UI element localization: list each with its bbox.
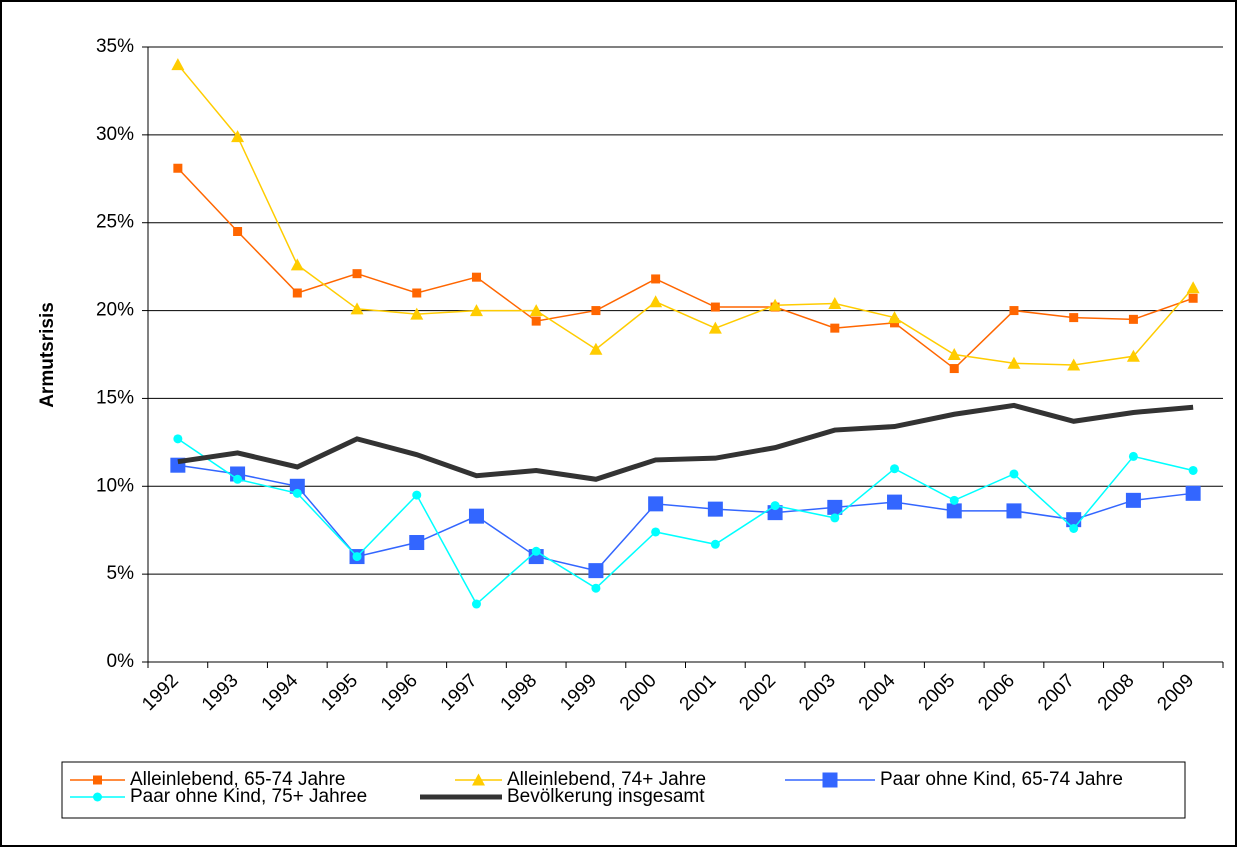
legend-marker [93,775,102,785]
legend-box [61,761,1186,819]
marker [531,316,541,326]
y-tick-label: 5% [107,563,135,584]
marker [410,307,424,320]
marker [352,552,362,562]
y-tick-label: 35% [96,36,134,57]
marker [233,474,243,484]
marker [887,494,903,510]
marker [173,434,183,444]
marker [468,508,484,524]
legend-label: Alleinlebend, 65-74 Jahre [130,769,346,790]
marker [827,499,843,515]
marker [710,302,720,312]
marker [1185,485,1201,501]
marker [289,478,305,494]
marker [529,304,543,317]
y-tick-label: 15% [96,387,134,408]
series-line [177,464,1194,572]
y-tick-label: 30% [96,124,134,145]
legend-marker [822,772,838,788]
marker [292,488,302,498]
legend-marker [93,792,102,802]
series-line [177,64,1194,366]
marker [471,599,481,609]
marker [292,288,302,298]
marker [1006,503,1022,519]
marker [949,495,959,505]
marker [830,513,840,523]
marker [412,288,422,298]
marker [1067,358,1081,371]
y-tick-label: 25% [96,212,134,233]
marker [1188,465,1198,475]
marker [707,501,723,517]
legend-label: Paar ohne Kind, 65-74 Jahre [880,769,1123,790]
marker [173,163,183,173]
marker [588,563,604,579]
marker [949,364,959,374]
marker [531,546,541,556]
marker [649,295,663,308]
marker [352,269,362,279]
marker [710,539,720,549]
marker [828,297,842,310]
marker [1126,349,1140,362]
marker [591,583,601,593]
marker [231,130,245,143]
marker [947,348,961,360]
marker [471,272,481,282]
marker [770,501,780,511]
marker [1188,293,1198,303]
series-line [177,402,1194,482]
marker [409,535,425,551]
marker [412,490,422,500]
marker [1128,314,1138,324]
marker [830,323,840,333]
legend-label: Paar ohne Kind, 75+ Jahree [130,786,367,807]
marker [1069,523,1079,533]
marker [290,258,304,271]
marker [1007,356,1021,369]
marker [1128,451,1138,461]
marker [1125,492,1141,508]
marker [708,321,722,334]
y-axis-label: Armutsrisis [37,302,58,408]
series-line [177,438,1194,606]
marker [233,227,243,236]
marker [651,527,661,537]
marker [888,311,902,324]
marker [350,302,364,315]
marker [1186,281,1200,294]
marker [1069,313,1079,323]
series-line [177,167,1194,370]
y-tick-label: 10% [96,475,134,496]
marker [591,306,601,316]
legend-label: Alleinlebend, 74+ Jahre [507,769,706,790]
marker [1009,306,1019,316]
y-tick-label: 0% [107,651,135,672]
marker [890,464,900,474]
legend-label: Bevölkerung insgesamt [507,786,705,807]
marker [651,274,661,284]
y-tick-label: 20% [96,300,134,321]
marker [768,298,782,311]
legend-marker [472,773,485,786]
marker [1009,469,1019,479]
marker [469,304,483,317]
marker [648,496,664,512]
marker [946,503,962,519]
marker [589,342,603,355]
marker [171,58,185,71]
